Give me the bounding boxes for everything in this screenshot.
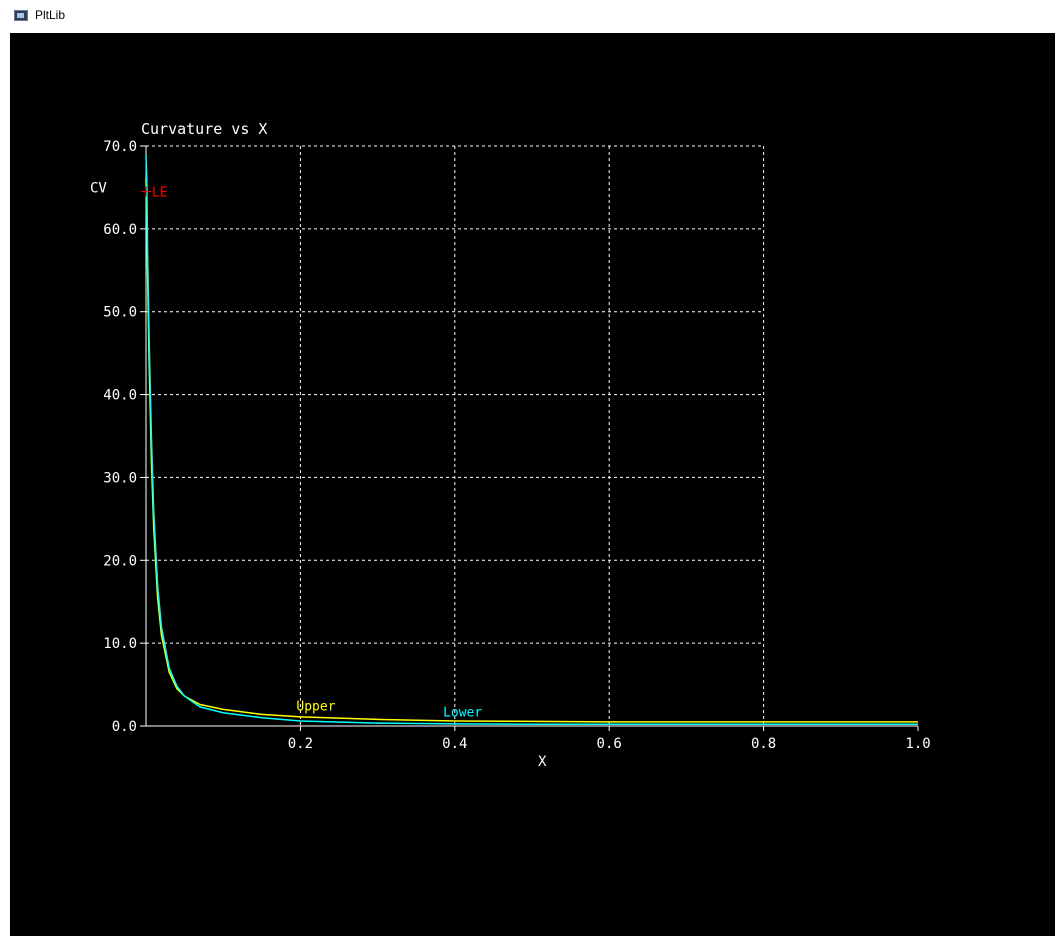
x-tick-label: 0.4 [442, 736, 467, 752]
tick-labels: 0.0 10.0 20.0 30.0 40.0 50.0 60.0 70.0 0.2 0.4 0.6… [103, 139, 930, 752]
y-tick-label: 20.0 [103, 553, 137, 569]
grid-lines [146, 145, 765, 726]
le-annotation-label: LE [152, 186, 168, 201]
series-label-lower: Lower [443, 706, 482, 721]
x-tick-label: 0.2 [288, 736, 313, 752]
series-line-upper [145, 179, 918, 723]
y-tick-label: 0.0 [112, 719, 137, 735]
y-tick-label: 60.0 [103, 222, 137, 238]
y-tick-label: 70.0 [103, 139, 137, 155]
plot-canvas: 0.0 10.0 20.0 30.0 40.0 50.0 60.0 70.0 0.2 0.4 0.6… [10, 33, 1055, 936]
x-tick-label: 0.6 [597, 736, 622, 752]
series-labels: Upper Lower LE [141, 186, 482, 721]
axes [145, 146, 918, 727]
x-axis-label: X [538, 754, 547, 770]
y-tick-label: 40.0 [103, 388, 137, 404]
series-line-lower [145, 154, 918, 726]
window-title: PltLib [35, 8, 66, 22]
window-titlebar[interactable]: PltLib [0, 0, 1055, 33]
y-axis-label: CV [90, 180, 107, 196]
y-tick-label: 50.0 [103, 305, 137, 321]
x-tick-label: 1.0 [905, 736, 930, 752]
curvature-chart: 0.0 10.0 20.0 30.0 40.0 50.0 60.0 70.0 0.2 0.4 0.6… [90, 120, 931, 770]
series-lines [145, 154, 918, 726]
app-window-icon [14, 10, 28, 21]
x-tick-label: 0.8 [751, 736, 776, 752]
y-tick-label: 30.0 [103, 470, 137, 486]
y-tick-label: 10.0 [103, 636, 137, 652]
chart-title: Curvature vs X [141, 120, 267, 138]
series-label-upper: Upper [296, 699, 335, 714]
